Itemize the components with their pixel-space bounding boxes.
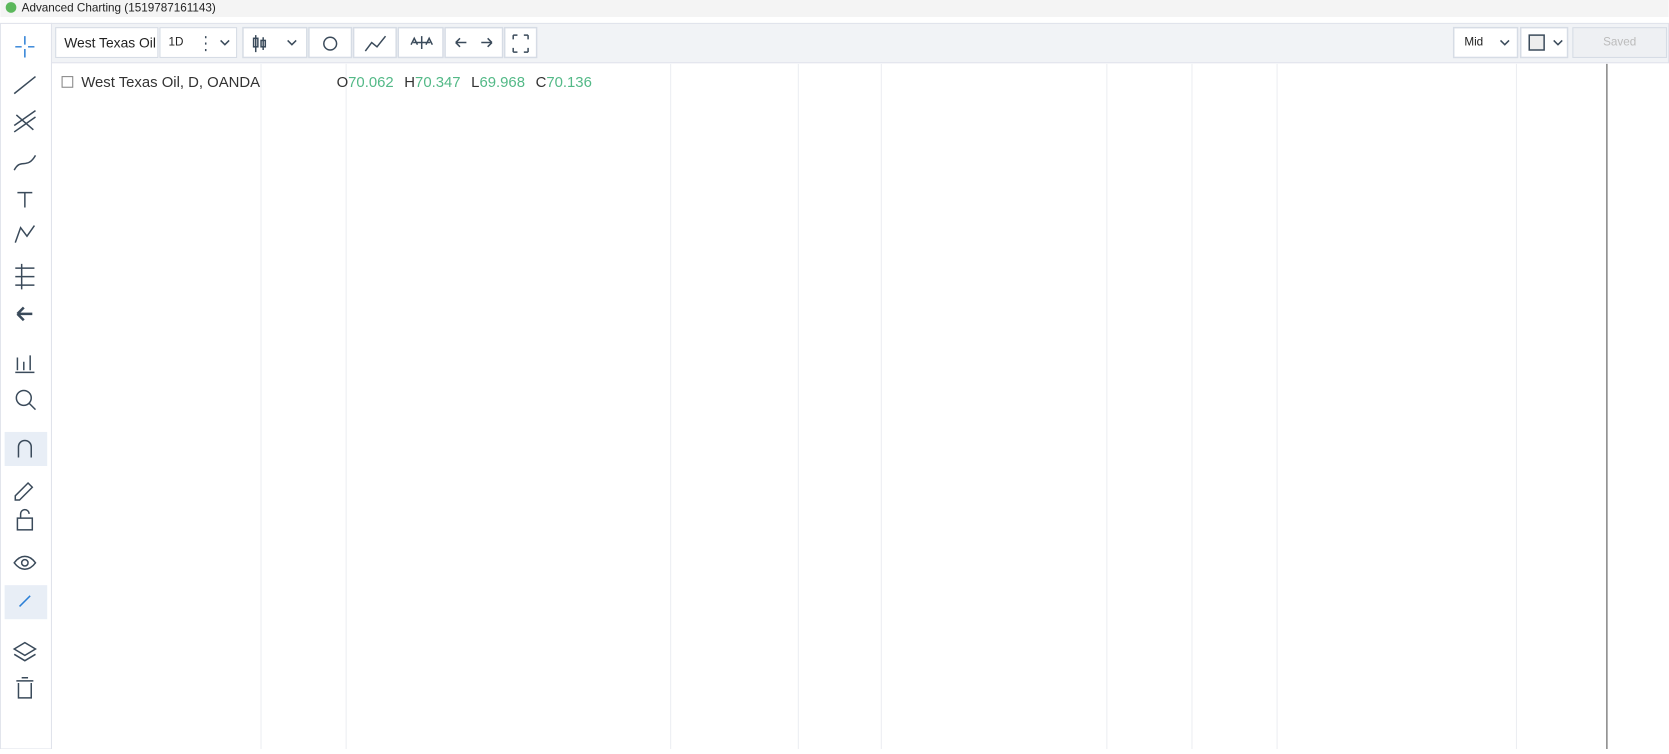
ohlc-value: 70.136 xyxy=(546,75,592,91)
left-toolbar xyxy=(0,22,52,750)
time-grid xyxy=(260,63,1518,749)
ohlc-value: 70.347 xyxy=(415,75,461,91)
ohlc-label: C xyxy=(536,75,547,91)
ohlc-label: H xyxy=(404,75,415,91)
spacer xyxy=(0,17,1669,24)
ohlc-label: L xyxy=(471,75,479,91)
save-button[interactable] xyxy=(1572,27,1668,58)
collapse-icon[interactable] xyxy=(61,76,74,88)
ohlc-value: 69.968 xyxy=(479,75,525,91)
legend: West Texas Oil, D, OANDA O70.062 H70.347 L… xyxy=(61,75,592,91)
symbol-box[interactable] xyxy=(55,27,159,58)
window-title: Advanced Charting (1519787161143) xyxy=(22,2,216,15)
symbol[interactable]: West Texas Oil xyxy=(64,34,156,50)
ohlc-value: 70.062 xyxy=(348,75,394,91)
title-bar xyxy=(0,0,1669,18)
app-icon xyxy=(5,2,17,13)
save-label[interactable]: Saved xyxy=(1603,36,1636,49)
interval[interactable]: 1D xyxy=(168,36,183,49)
drawing-tools[interactable] xyxy=(4,36,48,699)
price-type[interactable]: Mid xyxy=(1464,36,1483,49)
chart-title: West Texas Oil, D, OANDA xyxy=(81,75,260,91)
toolbar-icons[interactable] xyxy=(204,26,1569,59)
ohlc-readout: O70.062 H70.347 L69.968 C70.136 xyxy=(337,75,592,91)
interval-button[interactable] xyxy=(159,27,238,58)
plot-area xyxy=(53,63,1607,750)
ohlc-label: O xyxy=(337,75,349,91)
